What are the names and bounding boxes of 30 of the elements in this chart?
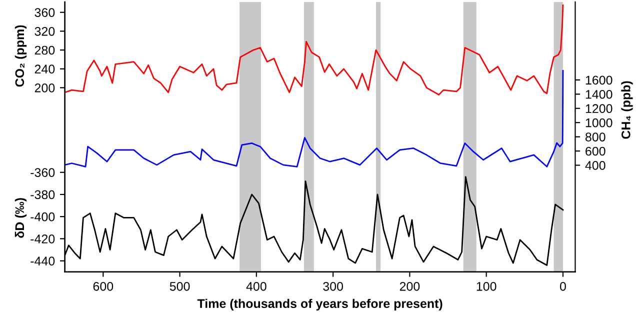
y2-axis-title: CH₄ (ppb)	[621, 81, 633, 139]
y-tick-label: 280	[34, 46, 55, 55]
y-tick-label: 320	[34, 26, 55, 36]
y2-tick-label: 600	[586, 146, 606, 156]
y3-tick-label: -360	[30, 168, 55, 177]
y2-tick-label: 1400	[586, 90, 612, 99]
y3-tick-label: -400	[30, 212, 55, 222]
y2-tick-label: 1600	[586, 76, 612, 85]
x-tick-label: 400	[246, 282, 266, 291]
y-tick-label: 240	[34, 64, 55, 74]
y3-axis-title: δD (‰)	[14, 198, 27, 238]
y2-tick-label: 400	[585, 161, 606, 170]
line-series	[64, 4, 564, 96]
x-tick-label: 100	[476, 282, 496, 291]
line-series	[64, 70, 564, 168]
y2-tick-label: 1200	[586, 104, 612, 114]
y2-tick-label: 1000	[586, 118, 612, 128]
y-tick-label: 200	[34, 84, 55, 92]
x-tick-label: 0	[560, 282, 566, 291]
y3-tick-label: -380	[30, 190, 55, 200]
y-tick-label: 360	[34, 8, 55, 17]
y3-tick-label: -420	[30, 234, 55, 244]
y3-tick-label: -440	[30, 256, 55, 266]
x-tick-label: 200	[400, 282, 420, 291]
x-tick-label: 500	[170, 282, 190, 291]
x-tick-label: 600	[93, 282, 114, 291]
y2-tick-label: 800	[585, 132, 606, 142]
x-tick-label: 300	[323, 282, 344, 291]
y-axis-title: CO₂ (ppm)	[14, 25, 27, 87]
x-axis-title: Time (thousands of years before present)	[197, 298, 442, 310]
